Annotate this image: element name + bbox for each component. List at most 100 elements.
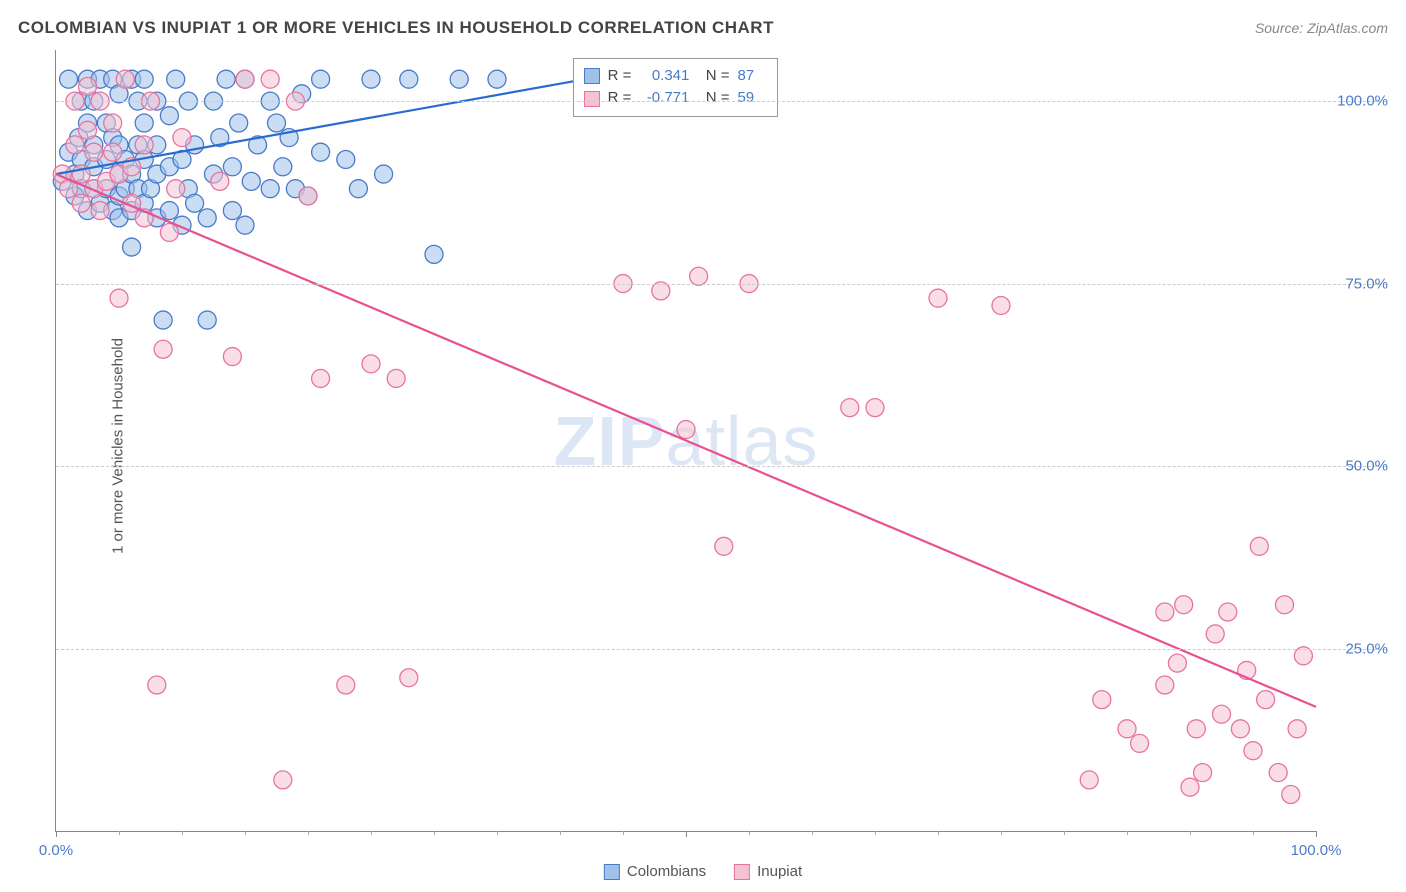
scatter-point [1206,625,1224,643]
scatter-point [1288,720,1306,738]
scatter-point [349,180,367,198]
scatter-point [236,216,254,234]
chart-title: COLOMBIAN VS INUPIAT 1 OR MORE VEHICLES … [18,18,774,38]
legend-swatch [734,864,750,880]
scatter-point [488,70,506,88]
scatter-point [116,70,134,88]
scatter-point [135,136,153,154]
scatter-point [677,421,695,439]
scatter-point [715,537,733,555]
scatter-point [1269,764,1287,782]
scatter-point [274,771,292,789]
scatter-point [866,399,884,417]
scatter-point [1194,764,1212,782]
x-tick-minor [812,831,813,835]
x-tick-major [56,831,57,837]
x-tick-minor [1001,831,1002,835]
scatter-point [1131,734,1149,752]
scatter-point [91,202,109,220]
scatter-point [400,70,418,88]
scatter-point [312,143,330,161]
scatter-point [1187,720,1205,738]
trend-line [56,174,1316,707]
gridline-h [56,649,1386,650]
scatter-point [85,143,103,161]
scatter-point [1168,654,1186,672]
correlation-legend: R =0.341 N =87R =-0.771 N =59 [573,58,779,117]
scatter-point [375,165,393,183]
gridline-h [56,284,1386,285]
scatter-point [223,202,241,220]
scatter-point [167,180,185,198]
scatter-point [211,172,229,190]
x-tick-minor [1064,831,1065,835]
scatter-point [160,202,178,220]
x-tick-minor [245,831,246,835]
stat-N-label: N = [697,87,729,110]
stat-R-value: -0.771 [639,87,689,110]
scatter-point [387,369,405,387]
chart-svg [56,50,1316,831]
scatter-point [66,136,84,154]
scatter-point [1213,705,1231,723]
y-tick-label: 100.0% [1337,93,1388,110]
legend-swatch [604,864,620,880]
scatter-point [1156,676,1174,694]
scatter-point [135,114,153,132]
x-tick-minor [875,831,876,835]
scatter-point [299,187,317,205]
scatter-point [1219,603,1237,621]
scatter-point [1282,786,1300,804]
scatter-point [425,245,443,263]
scatter-point [79,121,97,139]
x-tick-minor [623,831,624,835]
scatter-point [841,399,859,417]
scatter-point [690,267,708,285]
scatter-point [261,180,279,198]
scatter-point [242,172,260,190]
scatter-point [104,143,122,161]
scatter-point [1257,691,1275,709]
series-legend: Colombians Inupiat [604,863,802,880]
scatter-point [312,70,330,88]
scatter-point [110,289,128,307]
legend-item: Inupiat [734,863,802,880]
stat-N-value: 87 [737,65,767,88]
scatter-point [198,209,216,227]
scatter-point [123,238,141,256]
legend-label: Colombians [627,863,706,880]
x-tick-minor [938,831,939,835]
x-tick-major [1316,831,1317,837]
scatter-point [268,114,286,132]
scatter-point [173,129,191,147]
scatter-point [1250,537,1268,555]
gridline-h [56,101,1386,102]
scatter-point [1156,603,1174,621]
scatter-point [135,70,153,88]
legend-swatch [584,68,600,84]
scatter-point [1244,742,1262,760]
scatter-point [362,70,380,88]
x-tick-minor [1190,831,1191,835]
x-tick-minor [1253,831,1254,835]
scatter-point [1276,596,1294,614]
x-tick-minor [434,831,435,835]
scatter-point [148,676,166,694]
scatter-point [362,355,380,373]
scatter-point [337,676,355,694]
scatter-point [261,70,279,88]
chart-source: Source: ZipAtlas.com [1255,20,1388,36]
scatter-point [217,70,235,88]
scatter-point [223,158,241,176]
stat-N-value: 59 [737,87,767,110]
scatter-point [186,194,204,212]
scatter-point [1231,720,1249,738]
legend-item: Colombians [604,863,706,880]
scatter-point [154,340,172,358]
scatter-point [160,223,178,241]
scatter-point [312,369,330,387]
y-tick-label: 25.0% [1345,640,1388,657]
scatter-point [652,282,670,300]
x-tick-major [686,831,687,837]
scatter-point [1093,691,1111,709]
